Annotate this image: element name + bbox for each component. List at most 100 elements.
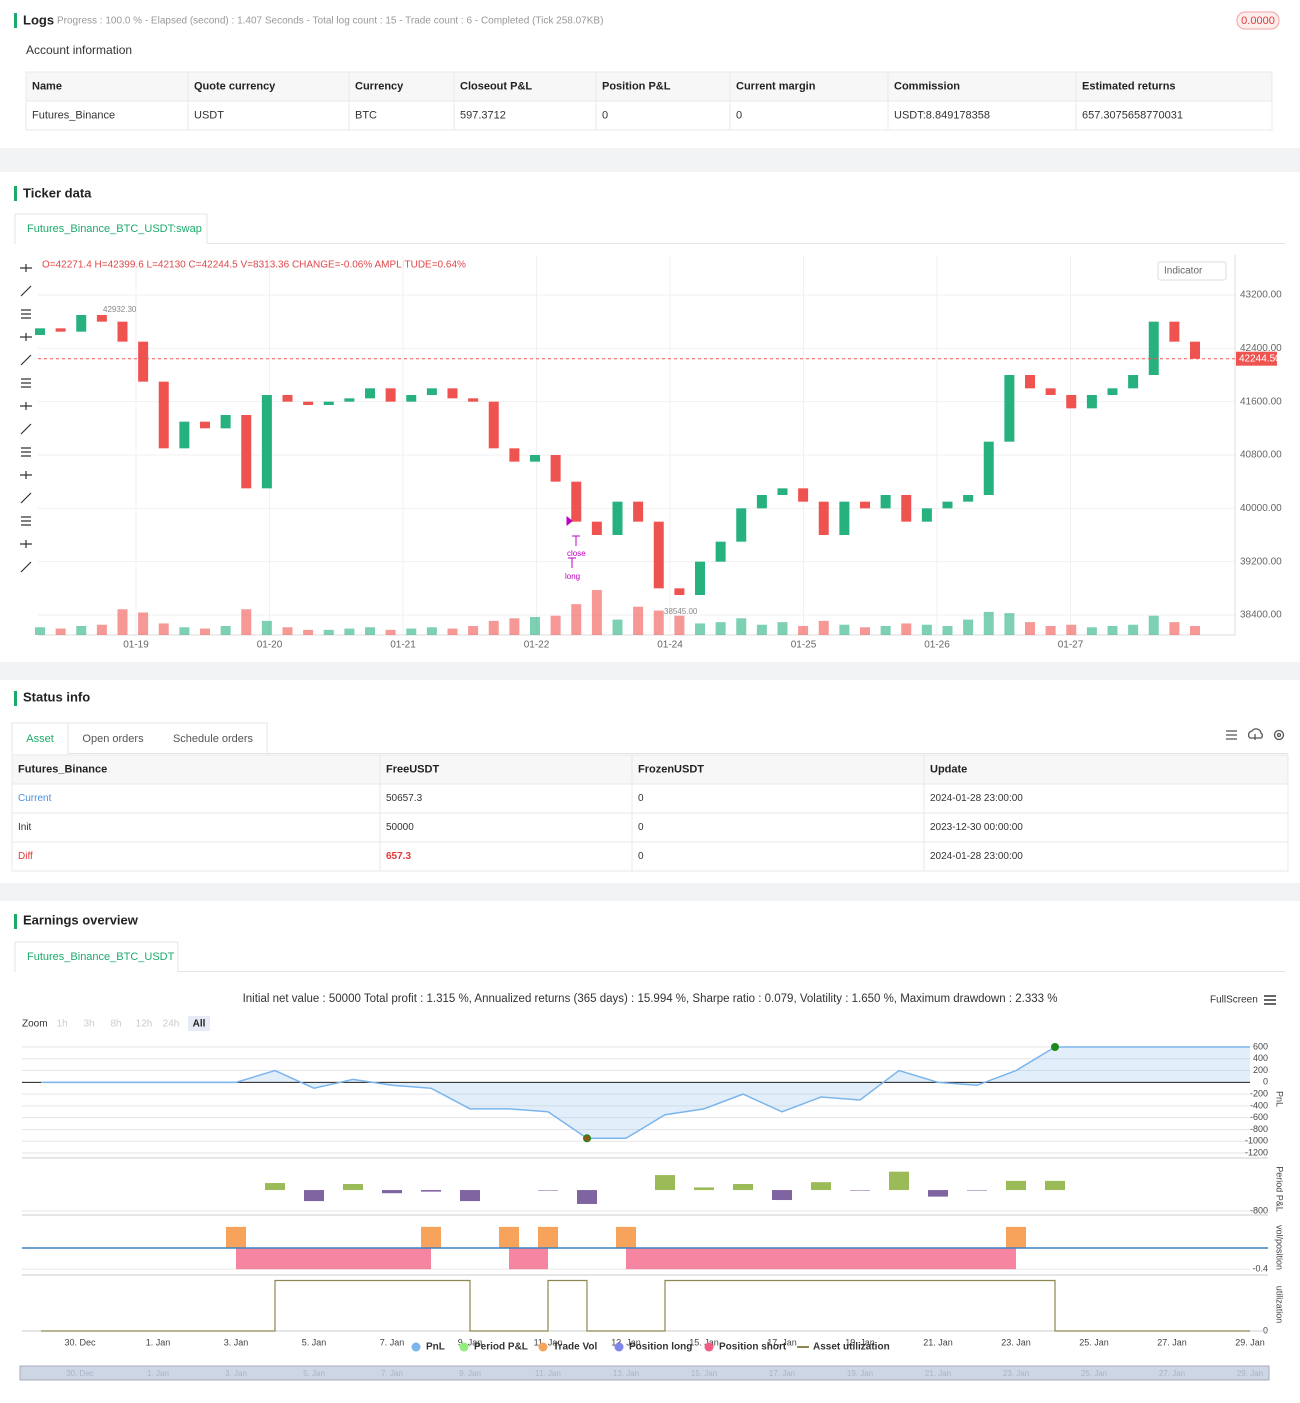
volume-bar [839,624,850,635]
tool-icon[interactable] [20,423,32,435]
indicator-button[interactable] [1157,261,1227,281]
legend-label[interactable]: Trade Vol [553,1342,597,1353]
axis-label: PnL [1275,1091,1285,1107]
navigator-label: 29. Jan [1237,1369,1263,1378]
x-tick-label: 25. Jan [1079,1337,1109,1347]
candle-body [35,328,45,335]
candle-body [509,448,520,462]
tab-label[interactable]: Open orders [82,733,144,745]
candle-body [282,395,293,402]
volume-bar [138,612,149,635]
navigator-label: 19. Jan [847,1369,873,1378]
tool-icon[interactable] [20,492,32,504]
candle-body [921,508,932,522]
volume-bar [860,627,870,635]
min-point [583,1134,591,1143]
table-cell: 0 [638,851,644,862]
candle-body [323,401,334,405]
tool-icon[interactable] [20,264,32,272]
candle-body [488,401,499,449]
volume-bar [323,629,334,635]
table-cell: USDT:8.849178358 [894,109,990,121]
candle-body [241,415,252,489]
volume-bar [880,626,891,635]
tab[interactable] [14,213,208,244]
y-tick-label: -800 [1250,1124,1268,1134]
section-marker [14,186,17,201]
period-bar [928,1190,948,1197]
tool-icon[interactable] [20,540,32,548]
table-border [25,71,1273,131]
tab-label[interactable]: Asset [26,733,54,745]
tool-icon[interactable] [21,447,31,457]
legend-marker [704,1342,714,1352]
zoom-button[interactable]: 3h [83,1019,94,1030]
legend-label[interactable]: Asset utilization [813,1342,890,1353]
zoom-button-bg[interactable] [188,1016,210,1031]
candle-body [983,441,994,495]
zoom-button[interactable]: All [193,1019,206,1030]
candle-body [612,501,623,535]
tab[interactable] [14,941,179,972]
navigator-label: 17. Jan [769,1369,795,1378]
candle-body [736,508,747,542]
legend-label[interactable]: Position short [719,1342,787,1353]
tab-label[interactable]: Futures_Binance_BTC_USDT [27,951,175,963]
drawing-toolbar[interactable] [20,264,32,573]
high-label: 42932.30 [103,305,137,314]
zoom-button[interactable]: 1h [56,1019,67,1030]
tool-icon[interactable] [20,402,32,410]
max-point [1051,1043,1059,1052]
tab-label[interactable]: Schedule orders [173,733,254,745]
legend-label[interactable]: Period P&L [474,1342,528,1353]
period-bar [655,1175,675,1191]
volume-bar [179,627,190,635]
candle-body [798,488,809,502]
legend-label[interactable]: PnL [426,1342,445,1353]
volume-bar [220,626,231,635]
tool-icon[interactable] [21,516,31,526]
zoom-button[interactable]: 8h [110,1019,121,1030]
toolbar-icons[interactable] [1226,728,1285,741]
candle-body [777,488,788,495]
period-bar [382,1190,402,1194]
candle-body [1066,395,1077,409]
zoom-button[interactable]: 12h [136,1019,153,1030]
navigator[interactable] [19,1365,1270,1381]
volume-bar [1045,626,1056,635]
y-tick-label: -200 [1250,1088,1268,1098]
indicator-label[interactable]: Indicator [1164,266,1203,277]
x-tick-label: 01-21 [390,640,416,651]
menu-icon[interactable] [1264,995,1276,1005]
y-tick-label: 40800.00 [1240,450,1282,461]
y-tick-label: 38400.00 [1240,610,1282,621]
legend-marker [538,1342,548,1352]
tool-icon[interactable] [20,471,32,479]
y-tick-label: -600 [1250,1112,1268,1122]
candle-body [55,328,66,332]
summary: Initial net value : 50000 Total profit :… [243,993,1058,1005]
fullscreen[interactable]: FullScreen [1210,995,1258,1006]
legend-label[interactable]: Position long [629,1342,692,1353]
volume-bar [261,620,272,635]
tab[interactable] [11,722,69,754]
zoom-button[interactable]: 24h [163,1019,180,1030]
axis-label: utilization [1275,1286,1285,1324]
tool-icon[interactable] [20,354,32,366]
candle-body [818,501,829,535]
x-tick-label: 01-25 [791,640,817,651]
tool-icon[interactable] [21,309,31,319]
x-tick-label: 17. Jan [767,1337,797,1347]
volume-bar [200,628,210,635]
tool-icon[interactable] [20,285,32,297]
tool-icon[interactable] [21,378,31,388]
navigator-label: 27. Jan [1159,1369,1185,1378]
volume-bar [798,626,809,635]
x-tick-label: 7. Jan [380,1337,405,1347]
volume-bar [365,627,375,635]
tool-icon[interactable] [20,561,32,573]
candle-body [571,481,582,522]
x-tick-label: 01-26 [924,640,950,651]
tool-icon[interactable] [20,333,32,341]
tab-label[interactable]: Futures_Binance_BTC_USDT:swap [27,223,202,235]
